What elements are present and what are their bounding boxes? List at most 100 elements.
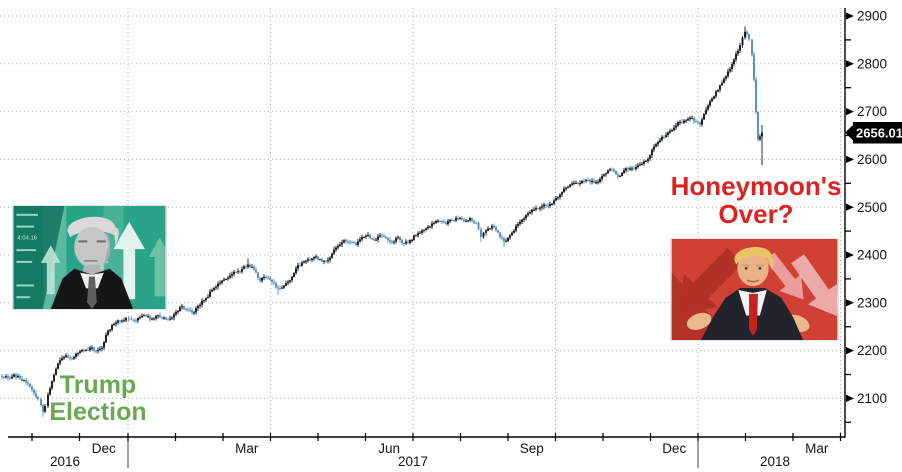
candle-body xyxy=(5,376,7,378)
candle-body xyxy=(345,240,347,242)
candle-body xyxy=(109,329,111,331)
y-axis-label: 2700 xyxy=(857,104,887,119)
y-axis-tick-arrow xyxy=(846,251,854,259)
candle-body xyxy=(609,169,611,171)
candle-body xyxy=(651,149,653,156)
last-price-tag: 2656.01 xyxy=(845,122,902,144)
candle-body xyxy=(27,382,29,384)
candle-body xyxy=(553,200,555,204)
candle-body xyxy=(179,307,181,312)
candle-body xyxy=(499,232,501,237)
x-axis-month-label: Sep xyxy=(520,441,544,456)
candle-body xyxy=(155,316,157,319)
candle-body xyxy=(661,136,663,140)
candle-body xyxy=(211,289,213,292)
candle-body xyxy=(471,218,473,221)
candle-body xyxy=(689,117,691,120)
candle-body xyxy=(461,218,463,220)
candle-body xyxy=(551,203,553,205)
candle-body xyxy=(673,127,675,131)
candle-body xyxy=(739,45,741,51)
candle-body xyxy=(597,181,599,183)
ticker-panel xyxy=(13,206,65,309)
candle-body xyxy=(591,180,593,182)
candle-body xyxy=(561,192,563,195)
candle-body xyxy=(279,288,281,290)
candle-body xyxy=(417,233,419,236)
candle-body xyxy=(603,174,605,177)
candle-body xyxy=(611,169,613,171)
candle-body xyxy=(389,239,391,242)
candle-body xyxy=(40,399,42,406)
candle-body xyxy=(459,218,461,220)
candle-body xyxy=(245,266,247,268)
candle-body xyxy=(399,237,401,241)
candle-body xyxy=(657,141,659,145)
candle-body xyxy=(701,119,703,125)
candle-body xyxy=(746,31,748,35)
candle-body xyxy=(473,220,475,223)
ticker-rows xyxy=(16,213,38,299)
trump-figure-grayscale xyxy=(50,216,134,309)
candle-body xyxy=(619,175,621,177)
candle-body xyxy=(33,389,35,394)
candle-body xyxy=(23,380,25,382)
candle-body xyxy=(79,351,81,353)
candle-body xyxy=(189,309,191,311)
candle-body xyxy=(249,264,251,268)
candle-body xyxy=(177,311,179,313)
candle-body xyxy=(141,315,143,318)
candle-body xyxy=(305,260,307,262)
candle-body xyxy=(475,222,477,224)
candle-body xyxy=(167,319,169,321)
candle-body xyxy=(121,320,123,322)
candle-body xyxy=(1,375,3,377)
candle-body xyxy=(485,230,487,233)
candle-body xyxy=(539,207,541,209)
x-axis-month-label: Mar xyxy=(805,441,829,456)
candle-body xyxy=(135,320,137,322)
candle-body xyxy=(51,381,53,389)
candle-body xyxy=(251,266,253,268)
candle-body xyxy=(231,274,233,276)
candle-body xyxy=(3,376,5,378)
y-axis-tick-arrow xyxy=(846,394,854,402)
candle-body xyxy=(427,226,429,229)
candle-body xyxy=(683,120,685,123)
candle-body xyxy=(707,105,709,110)
candle-body xyxy=(753,54,755,80)
candle-body xyxy=(577,182,579,184)
candle-body xyxy=(695,121,697,123)
candle-body xyxy=(95,350,97,352)
y-axis-label: 2200 xyxy=(857,343,887,358)
candle-body xyxy=(717,89,719,92)
candle-body xyxy=(723,78,725,83)
candle-body xyxy=(333,249,335,254)
candle-body xyxy=(85,349,87,351)
down-arrow-icon xyxy=(791,254,838,317)
candle-body xyxy=(77,352,79,354)
candle-body xyxy=(223,279,225,281)
candle-body xyxy=(207,296,209,299)
x-axis-month-label: Dec xyxy=(662,441,686,456)
candle-body xyxy=(107,330,109,335)
candle-body xyxy=(445,222,447,224)
candle-body xyxy=(727,71,729,77)
candle-body xyxy=(487,228,489,231)
candle-body xyxy=(643,161,645,164)
candle-body xyxy=(489,228,491,230)
candle-body xyxy=(323,260,325,262)
candle-body xyxy=(649,155,651,159)
annotation-line: Trump xyxy=(59,371,137,399)
candle-body xyxy=(563,188,565,193)
candle-body xyxy=(303,261,305,263)
candle-body xyxy=(351,242,353,244)
candle-body xyxy=(317,256,319,260)
x-axis-year-label: 2017 xyxy=(398,454,428,469)
candle-body xyxy=(123,320,125,322)
candle-body xyxy=(559,194,561,198)
candle-body xyxy=(19,376,21,379)
candle-body xyxy=(307,259,309,261)
candle-body xyxy=(451,219,453,221)
candle-body xyxy=(741,37,744,46)
